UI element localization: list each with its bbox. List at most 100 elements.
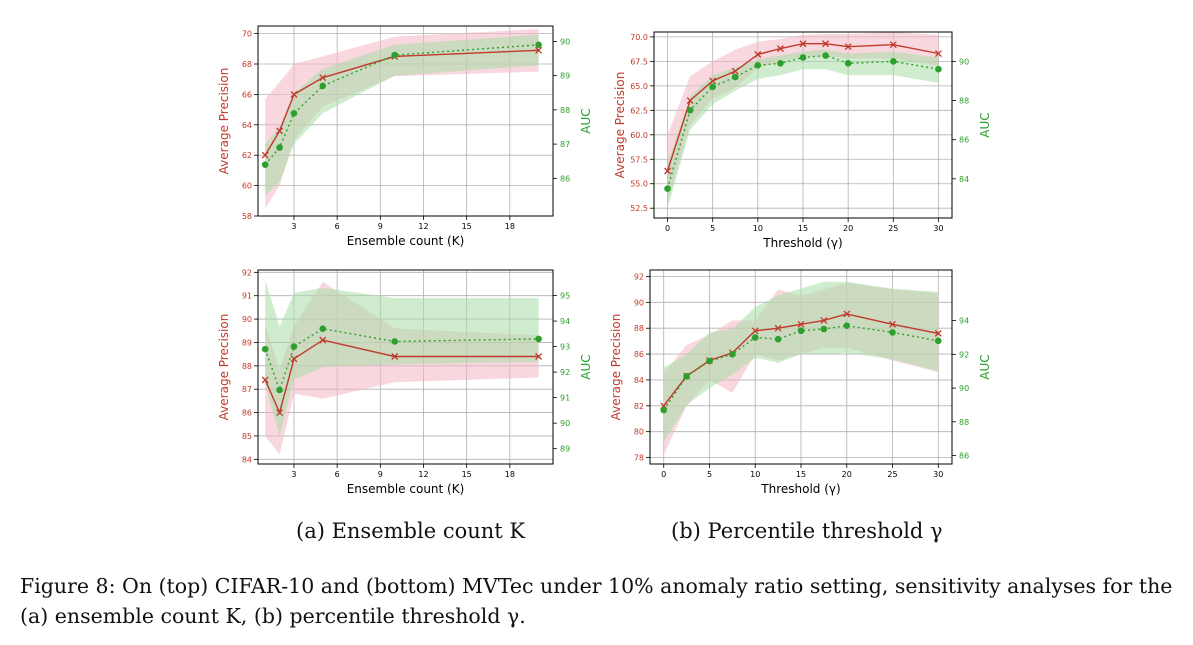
y-axis-label-right: AUC (978, 354, 992, 379)
y-tick-label-right: 88 (560, 106, 570, 115)
precision-point (843, 310, 851, 318)
y-tick-label-left: 84 (634, 376, 644, 385)
y-tick-label-left: 70 (242, 30, 252, 39)
x-tick-label: 12 (418, 470, 428, 479)
y-tick-label-right: 89 (560, 72, 570, 81)
auc-point (276, 144, 283, 151)
chart-4: 0 5 10 15 20 25 30 78 80 82 84 86 88 90 92 86 88 90 92 94 Th… (609, 269, 992, 496)
auc-band (265, 34, 539, 196)
y-axis-label-left: Average Precision (217, 314, 231, 421)
y-tick-label-right: 88 (959, 97, 969, 106)
auc-point (729, 351, 736, 358)
auc-point (261, 345, 269, 353)
precision-point (535, 46, 543, 54)
y-tick-label-left: 60 (242, 182, 252, 191)
y-tick-label-left: 86 (634, 350, 644, 359)
y-tick-label-right: 89 (560, 445, 570, 454)
y-tick-label-left: 65.0 (630, 82, 648, 91)
auc-line (264, 327, 539, 393)
x-tick-label: 5 (707, 470, 712, 479)
auc-point (844, 60, 852, 67)
y-tick-label-left: 64 (242, 121, 252, 130)
x-tick-label: 30 (933, 470, 943, 479)
x-tick-label: 0 (665, 224, 670, 233)
precision-point (751, 327, 759, 335)
x-tick-label: 15 (798, 224, 808, 233)
x-tick-label: 6 (335, 470, 340, 479)
y-axis-label-right: AUC (579, 354, 593, 379)
y-tick-label-left: 58 (242, 212, 252, 221)
precision-point (319, 336, 327, 344)
auc-point (319, 82, 327, 90)
auc-point (261, 161, 269, 168)
y-tick-label-right: 90 (560, 419, 570, 428)
precision-point (799, 40, 807, 48)
auc-band (667, 49, 939, 209)
precision-point (934, 50, 942, 57)
x-tick-label: 20 (843, 224, 853, 233)
precision-point (664, 167, 672, 175)
y-tick-label-left: 92 (242, 268, 252, 277)
y-tick-label-right: 90 (560, 37, 570, 46)
precision-point (934, 329, 942, 337)
x-axis-label: Threshold (γ) (760, 482, 840, 496)
y-tick-label-right: 94 (560, 317, 570, 326)
y-tick-label-left: 88 (634, 324, 644, 333)
y-tick-label-right: 94 (959, 317, 969, 326)
x-tick-label: 9 (378, 470, 383, 479)
x-tick-label: 20 (842, 470, 852, 479)
y-tick-label-left: 52.5 (630, 204, 648, 213)
precision-point (774, 324, 782, 332)
y-tick-label-left: 68 (242, 60, 252, 69)
y-tick-label-right: 92 (560, 368, 570, 377)
x-tick-label: 25 (888, 224, 898, 233)
chart-2: 0 5 10 15 20 25 30 52.5 55.0 57.5 60.0 62.5 65.0 67.5… (613, 31, 992, 250)
auc-point (664, 185, 671, 192)
auc-point (276, 386, 283, 394)
y-axis-label-left: Average Precision (613, 72, 627, 179)
y-tick-label-left: 60.0 (630, 131, 648, 140)
y-axis-label-left: Average Precision (217, 68, 231, 175)
y-tick-label-right: 93 (560, 343, 570, 352)
precision-point (889, 41, 897, 49)
precision-point (889, 320, 896, 328)
y-tick-label-right: 90 (959, 57, 969, 66)
precision-point (261, 376, 269, 384)
y-tick-label-left: 57.5 (630, 155, 648, 164)
y-tick-label-left: 78 (634, 454, 644, 463)
x-tick-label: 30 (933, 224, 943, 233)
precision-point (686, 97, 694, 104)
precision-point (290, 355, 298, 363)
auc-point (686, 107, 694, 114)
auc-point (535, 41, 542, 49)
subcaption-a: (a) Ensemble count K (296, 519, 526, 543)
y-tick-label-left: 89 (242, 338, 252, 347)
auc-point (843, 322, 851, 329)
y-tick-label-right: 86 (560, 174, 570, 183)
auc-band (663, 281, 939, 443)
precision-point (709, 77, 717, 85)
x-tick-label: 0 (661, 470, 666, 479)
auc-point (797, 327, 805, 335)
y-tick-label-left: 85 (242, 432, 252, 441)
y-tick-label-left: 67.5 (630, 57, 648, 66)
auc-band (265, 280, 539, 436)
auc-point (935, 65, 942, 73)
x-tick-label: 15 (462, 470, 472, 479)
y-axis-label-right: AUC (978, 112, 992, 137)
x-tick-label: 3 (291, 470, 296, 479)
subcaption-b: (b) Percentile threshold γ (671, 519, 943, 543)
y-axis-label-left: Average Precision (609, 314, 623, 421)
auc-point (774, 335, 782, 343)
precision-point (822, 40, 830, 48)
y-tick-label-right: 86 (959, 452, 969, 461)
y-tick-label-left: 66 (242, 90, 252, 99)
x-tick-label: 25 (887, 470, 897, 479)
x-axis-label: Threshold (γ) (762, 236, 842, 250)
x-tick-label: 9 (378, 222, 383, 231)
precision-point (319, 74, 327, 82)
auc-point (890, 58, 897, 65)
auc-point (290, 343, 298, 350)
x-tick-label: 10 (753, 224, 763, 233)
precision-point (535, 353, 543, 360)
